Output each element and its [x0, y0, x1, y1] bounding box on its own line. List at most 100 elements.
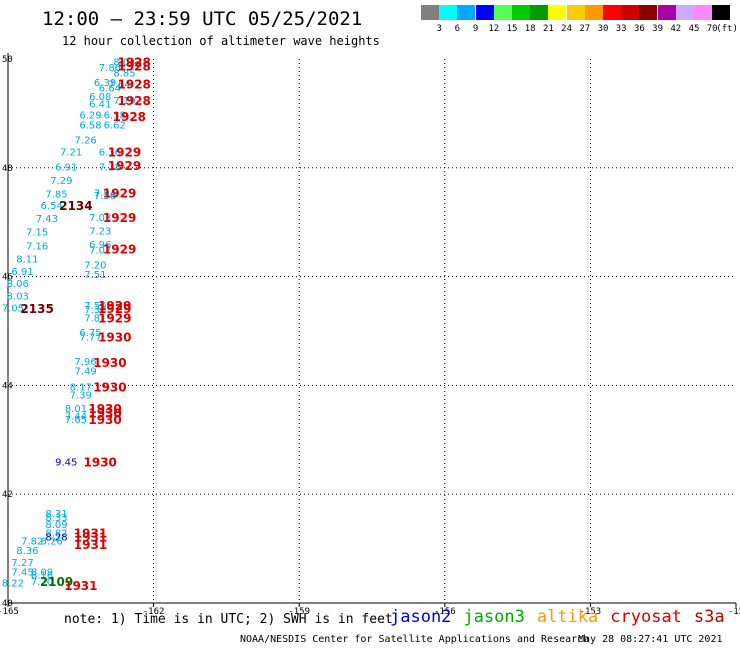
swh-value: 7.86: [99, 63, 121, 74]
swh-value: 9.45: [55, 458, 77, 469]
swh-value: 7.20: [84, 261, 106, 272]
legend-swatch: [421, 5, 439, 20]
legend-swatch: [621, 5, 640, 20]
legend-swatch: [675, 5, 694, 20]
legend-label: 39: [652, 24, 664, 34]
swh-value: 8.22: [2, 578, 24, 589]
footer-note: note: 1) Time is in UTC; 2) SWH is in fe…: [64, 612, 393, 627]
plot-marks: 8.047.868.856.397.646.646.08 7.196.416.29…: [2, 56, 151, 593]
legend-swatch: [694, 5, 712, 20]
y-tick-label: 48: [2, 164, 13, 174]
swh-value: 8.26: [41, 536, 63, 547]
swh-value: 7.07: [89, 245, 111, 256]
time-label: 1929: [98, 299, 131, 313]
time-label: 1929: [103, 186, 136, 200]
legend-label: 33: [615, 24, 627, 34]
time-label: 1930: [88, 413, 121, 427]
legend-label: 27: [579, 24, 591, 34]
time-label: 1929: [108, 145, 141, 159]
swh-value: 7.64: [108, 79, 130, 90]
y-tick-label: 42: [2, 490, 13, 500]
swh-value: 7.50: [84, 301, 106, 312]
swh-value: 6.62: [104, 120, 126, 131]
legend-swatch: [439, 5, 458, 20]
legend-label: 15: [506, 24, 518, 34]
swh-value: 7.38: [84, 305, 106, 316]
swh-value: 6.64: [99, 83, 121, 94]
swh-value: 7.51: [84, 270, 106, 281]
swh-value: 7.21: [60, 147, 82, 158]
swh-value: 8.85: [113, 69, 135, 80]
legend-label: 6: [454, 24, 461, 34]
swh-value: 8.36: [16, 546, 38, 557]
y-tick-label: 40: [2, 599, 13, 609]
legend-swatch: [603, 5, 621, 20]
satellite-s3a-label: s3a: [693, 607, 725, 627]
swh-value: 8.06: [7, 279, 29, 290]
swh-value: 8.03: [7, 292, 29, 303]
swh-value: 8.82: [45, 528, 67, 539]
swh-value: 6.29: [79, 110, 101, 121]
legend-label: 42: [670, 24, 682, 34]
legend-swatch: [712, 5, 731, 20]
legend-label: 24: [561, 24, 573, 34]
swh-value: 6.91: [11, 267, 33, 278]
swh-value: 6.38: [104, 110, 126, 121]
swh-value: 7.77: [79, 332, 101, 343]
time-label: 2134: [59, 199, 92, 213]
time-label: 1929: [108, 159, 141, 173]
swh-value: 7.29: [50, 176, 72, 187]
swh-value: 7.44: [65, 411, 87, 422]
swh-value: 6.36: [99, 147, 121, 158]
legend-swatch: [657, 5, 676, 20]
time-label: 1930: [84, 456, 117, 470]
legend-swatch: [584, 5, 603, 20]
swh-value: 7.39: [70, 391, 92, 402]
swh-value: 7.81: [84, 313, 106, 324]
time-label: 1929: [103, 211, 136, 225]
satellite-altika-label: altika: [536, 607, 599, 627]
time-label: 1929: [98, 311, 131, 325]
swh-value: 8.01: [65, 404, 87, 415]
satellite-jason2-label: jason2: [390, 607, 452, 627]
legend-label: 30: [597, 24, 609, 34]
time-label: 1928: [117, 77, 150, 91]
time-label: 1930: [88, 402, 121, 416]
legend-swatch: [512, 5, 530, 20]
swh-value: 6.75: [79, 328, 101, 339]
credit-text: NOAA/NESDIS Center for Satellite Applica…: [240, 634, 590, 645]
swh-value: 8.31: [45, 509, 67, 520]
swh-value: 6.58: [79, 120, 101, 131]
x-tick-label: -153: [580, 607, 602, 617]
x-tick-label: -15: [728, 607, 740, 617]
legend-label: 36: [633, 24, 645, 34]
plot-axes: -165 -162 -159 -156 -153 -15 40 42 44 46 48 50: [0, 53, 740, 617]
legend-swatch: [639, 5, 658, 20]
swh-value: 8.28: [45, 533, 67, 544]
swh-value: 8.11: [16, 255, 38, 266]
time-label: 1928: [113, 110, 146, 124]
legend-label: 3: [436, 24, 442, 34]
swh-value: 7.56: [94, 191, 116, 202]
swh-value: 8.09: [31, 567, 53, 578]
legend-swatch: [493, 5, 512, 20]
x-tick-label: -162: [143, 607, 165, 617]
legend-label: 18: [524, 24, 536, 34]
legend-swatch: [475, 5, 494, 20]
swh-value: 7.19: [113, 96, 135, 107]
time-label: 1931: [64, 579, 97, 593]
satellite-jason3-label: jason3: [463, 607, 525, 627]
time-label: 1929: [98, 302, 131, 316]
swh-value: 7.85: [45, 189, 67, 200]
satellite-cryosat-label: cryosat: [610, 607, 682, 627]
time-label: 1930: [93, 380, 126, 394]
y-tick-label: 50: [2, 55, 13, 65]
page-title: 12:00 — 23:59 UTC 05/25/2021: [42, 8, 363, 30]
swh-value: 7.03: [89, 213, 111, 224]
time-label: 1930: [88, 407, 121, 421]
legend-unit: (ft): [716, 24, 738, 34]
swh-value: 7.43: [36, 214, 58, 225]
swh-value: 6.41: [89, 100, 111, 111]
x-tick-label: -165: [0, 607, 19, 617]
x-tick-label: -159: [288, 607, 310, 617]
